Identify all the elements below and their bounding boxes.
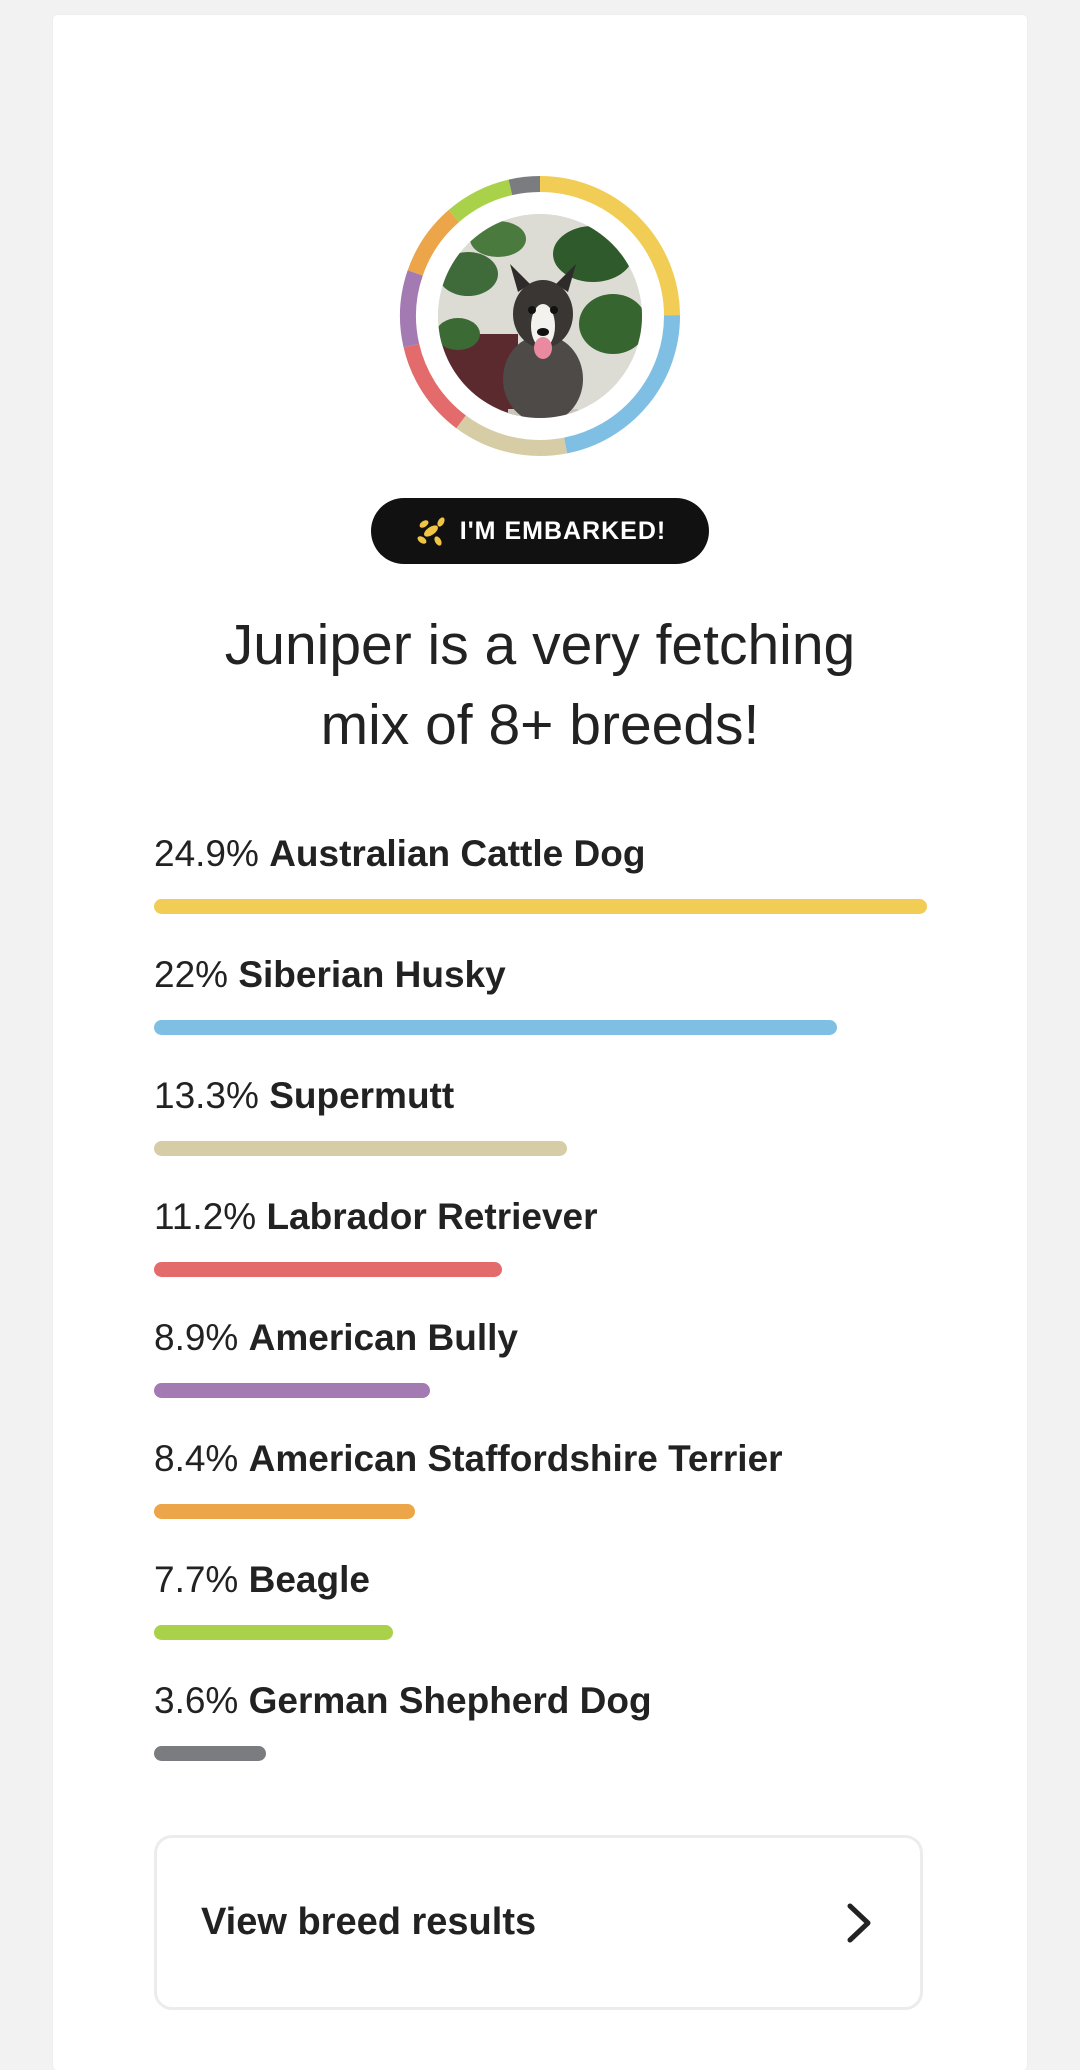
breed-name: Beagle	[248, 1559, 370, 1600]
breed-percent: 3.6%	[154, 1680, 239, 1721]
dog-avatar	[398, 174, 682, 458]
breed-row: 11.2% Labrador Retriever	[154, 1195, 927, 1316]
breed-label: 7.7% Beagle	[154, 1558, 927, 1602]
breed-bar	[154, 1383, 430, 1398]
headline-line-1: Juniper is a very fetching	[224, 613, 856, 677]
breed-bar-track	[154, 1625, 927, 1640]
breed-row: 7.7% Beagle	[154, 1558, 927, 1679]
breed-row: 22% Siberian Husky	[154, 953, 927, 1074]
breed-name: Siberian Husky	[238, 954, 506, 995]
breed-label: 24.9% Australian Cattle Dog	[154, 832, 927, 876]
breed-label: 22% Siberian Husky	[154, 953, 927, 997]
breed-bar-track	[154, 1262, 927, 1277]
breed-row: 24.9% Australian Cattle Dog	[154, 832, 927, 953]
breed-bar-track	[154, 1141, 927, 1156]
headline: Juniper is a very fetching mix of 8+ bre…	[113, 605, 967, 765]
breed-label: 13.3% Supermutt	[154, 1074, 927, 1118]
breed-percent: 24.9%	[154, 833, 259, 874]
breed-bar	[154, 1504, 415, 1519]
breed-bar	[154, 899, 927, 914]
view-breed-results-button[interactable]: View breed results	[154, 1835, 923, 2010]
breed-bar-track	[154, 1383, 927, 1398]
breed-row: 8.4% American Staffordshire Terrier	[154, 1437, 927, 1558]
breed-percent: 7.7%	[154, 1559, 239, 1600]
badge-label: I'M EMBARKED!	[459, 516, 667, 545]
ring-segment	[456, 415, 568, 456]
breed-bar	[154, 1625, 393, 1640]
breed-label: 8.4% American Staffordshire Terrier	[154, 1437, 927, 1481]
embarked-badge: I'M EMBARKED!	[371, 498, 709, 564]
breed-percent: 13.3%	[154, 1075, 259, 1116]
breed-row: 3.6% German Shepherd Dog	[154, 1679, 927, 1800]
ring-segment	[508, 176, 541, 196]
breed-summary-card: I'M EMBARKED! Juniper is a very fetching…	[53, 15, 1027, 2070]
ring-segment	[400, 270, 423, 348]
breed-list: 24.9% Australian Cattle Dog 22% Siberian …	[154, 832, 927, 1800]
breed-bar-track	[154, 1504, 927, 1519]
breed-name: American Staffordshire Terrier	[248, 1438, 783, 1479]
breed-percent: 22%	[154, 954, 229, 995]
breed-percent: 11.2%	[154, 1196, 257, 1237]
breed-percent: 8.9%	[154, 1317, 239, 1358]
headline-line-2: mix of 8+ breeds!	[320, 693, 760, 757]
breed-bar	[154, 1141, 567, 1156]
balloon-dog-icon	[414, 514, 448, 548]
breed-name: Labrador Retriever	[266, 1196, 598, 1237]
breed-bar	[154, 1746, 266, 1761]
dog-photo	[438, 214, 642, 418]
breed-name: Supermutt	[269, 1075, 455, 1116]
breed-bar-track	[154, 1020, 927, 1035]
breed-bar-track	[154, 899, 927, 914]
breed-row: 8.9% American Bully	[154, 1316, 927, 1437]
breed-bar	[154, 1262, 502, 1277]
breed-name: German Shepherd Dog	[248, 1680, 652, 1721]
breed-bar-track	[154, 1746, 927, 1761]
breed-name: Australian Cattle Dog	[269, 833, 646, 874]
ring-segment	[448, 179, 513, 223]
breed-label: 11.2% Labrador Retriever	[154, 1195, 927, 1239]
breed-name: American Bully	[248, 1317, 518, 1358]
breed-row: 13.3% Supermutt	[154, 1074, 927, 1195]
breed-label: 8.9% American Bully	[154, 1316, 927, 1360]
view-breed-results-label: View breed results	[201, 1901, 537, 1943]
breed-label: 3.6% German Shepherd Dog	[154, 1679, 927, 1723]
chevron-right-icon	[842, 1900, 876, 1946]
ring-segment	[563, 315, 680, 454]
breed-bar	[154, 1020, 837, 1035]
breed-percent: 8.4%	[154, 1438, 239, 1479]
